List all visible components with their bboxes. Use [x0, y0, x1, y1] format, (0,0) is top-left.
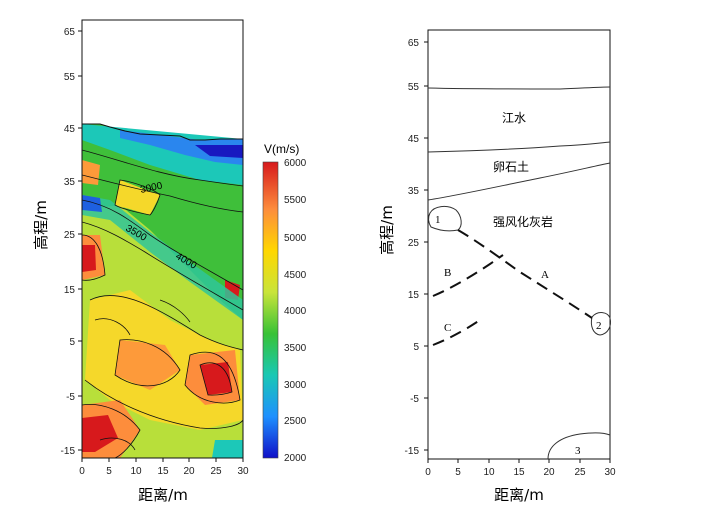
- right-plot-frame: [427, 29, 611, 460]
- velocity-panel: 3000 3500 4000 65 55 45 35 25 15 5 -5 -1…: [32, 19, 249, 504]
- right-y-tick: 65: [408, 38, 420, 49]
- fracture-label-c: C: [444, 322, 451, 334]
- right-x-tick: 20: [543, 467, 555, 478]
- left-y-axis: 65 55 45 35 25 15 5 -5 -15: [61, 27, 82, 457]
- left-x-tick: 20: [183, 466, 195, 477]
- right-x-tick: 30: [604, 467, 616, 478]
- fracture-line-b: [432, 254, 504, 297]
- fracture-label-a: A: [541, 269, 549, 281]
- right-y-tick: -5: [410, 394, 419, 405]
- right-x-tick: 25: [574, 467, 586, 478]
- water-surface-line: [427, 86, 611, 90]
- colorbar-title: V(m/s): [264, 142, 299, 156]
- right-x-tick: 0: [425, 467, 431, 478]
- colorbar-gradient: [262, 161, 279, 459]
- zone-label-river-water: 江水: [502, 111, 526, 125]
- left-y-tick: 15: [64, 285, 76, 296]
- soil-bedrock-line: [427, 162, 611, 201]
- right-x-axis-title: 距离/m: [494, 486, 544, 504]
- left-y-tick: 55: [64, 72, 76, 83]
- left-y-tick: 35: [64, 177, 76, 188]
- colorbar-tick: 6000: [284, 158, 307, 169]
- fracture-line-c: [432, 319, 481, 346]
- anomaly-3-label: 3: [575, 445, 581, 457]
- left-y-tick: 25: [64, 230, 76, 241]
- left-x-tick: 30: [237, 466, 249, 477]
- right-y-tick: 15: [408, 290, 420, 301]
- right-x-tick: 10: [483, 467, 495, 478]
- left-x-axis-title: 距离/m: [138, 486, 188, 504]
- left-x-tick: 15: [157, 466, 169, 477]
- fracture-label-b: B: [444, 267, 451, 279]
- colorbar-tick: 3500: [284, 343, 307, 354]
- colorbar-tick: 2000: [284, 453, 307, 464]
- anomaly-1-outline: [428, 205, 462, 232]
- left-y-tick: -15: [61, 446, 76, 457]
- colorbar-tick: 4000: [284, 306, 307, 317]
- zone-label-pebble-soil: 卵石土: [493, 160, 529, 174]
- right-y-tick: 35: [408, 186, 420, 197]
- left-x-tick: 5: [106, 466, 112, 477]
- right-x-tick: 15: [513, 467, 525, 478]
- right-y-tick: 45: [408, 134, 420, 145]
- right-y-axis: 65 55 45 35 25 15 5 -5 -15: [405, 38, 428, 457]
- contour-label-3000: 3000: [139, 180, 163, 195]
- right-y-tick: 25: [408, 238, 420, 249]
- colorbar-tick: 3000: [284, 380, 307, 391]
- anomaly-3-outline: [547, 432, 611, 460]
- surface-line: [82, 123, 243, 141]
- zone-label-weathered-limestone: 强风化灰岩: [493, 214, 553, 229]
- left-x-tick: 25: [210, 466, 222, 477]
- right-y-tick: 55: [408, 82, 420, 93]
- colorbar-tick: 5000: [284, 233, 307, 244]
- left-y-tick: 45: [64, 124, 76, 135]
- left-x-axis: 0 5 10 15 20 25 30: [79, 458, 249, 477]
- colorbar: V(m/s) 6000 5500 5000 4500 4000 3500 300…: [262, 142, 307, 464]
- velocity-field: [82, 124, 243, 458]
- colorbar-tick: 5500: [284, 195, 307, 206]
- anomaly-2-label: 2: [596, 320, 602, 332]
- right-x-axis: 0 5 10 15 20 25 30: [425, 459, 616, 478]
- left-y-tick: 5: [69, 337, 75, 348]
- left-y-tick: -5: [66, 392, 75, 403]
- colorbar-tick: 4500: [284, 270, 307, 281]
- left-x-tick: 0: [79, 466, 85, 477]
- interpretation-panel: 江水 卵石土 强风化灰岩 1 2 3 A B C 65 55 45 35 25 …: [378, 29, 616, 504]
- right-y-tick: 5: [413, 342, 419, 353]
- left-y-axis-title: 高程/m: [32, 200, 50, 250]
- riverbed-line: [427, 141, 611, 153]
- anomaly-2-outline: [590, 312, 611, 336]
- colorbar-tick: 2500: [284, 416, 307, 427]
- anomaly-1-label: 1: [435, 214, 441, 226]
- right-x-tick: 5: [455, 467, 461, 478]
- left-y-tick: 65: [64, 27, 76, 38]
- left-x-tick: 10: [130, 466, 142, 477]
- right-y-tick: -15: [405, 446, 420, 457]
- right-y-axis-title: 高程/m: [378, 205, 396, 255]
- fracture-line-a: [457, 229, 593, 319]
